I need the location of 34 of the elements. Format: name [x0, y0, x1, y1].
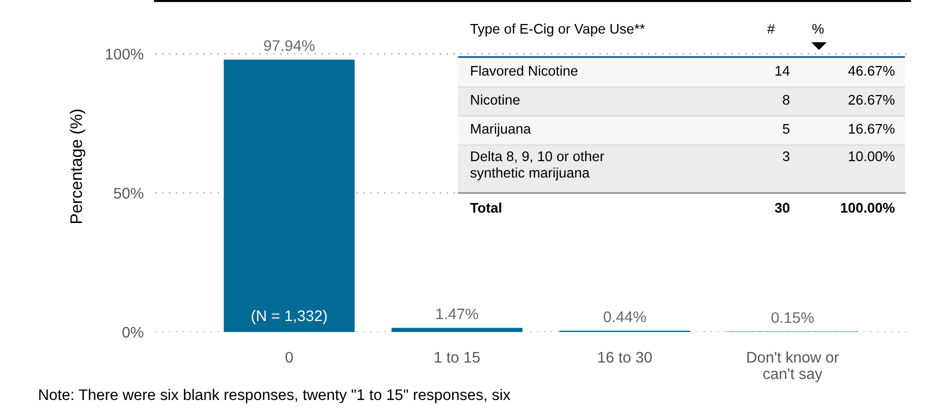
data-label: 97.94%	[264, 40, 315, 52]
x-tick-label: Don't know or can't say	[747, 351, 839, 382]
annotation: (N = 1,332)	[252, 310, 327, 324]
annotation: 46.67%	[848, 66, 895, 76]
data-label: 0.44%	[604, 311, 646, 322]
y-axis-title: Percentage (%)	[70, 110, 86, 224]
annotation: Delta 8, 9, 10 or other synthetic marijuana	[470, 151, 604, 180]
annotation: 10.00%	[848, 151, 895, 162]
annotation: Flavored Nicotine	[471, 66, 578, 76]
data-label: 0.15%	[771, 312, 814, 324]
annotation: #	[767, 24, 775, 34]
y-tick-label: 50%	[114, 188, 144, 199]
annotation: 26.67%	[848, 94, 895, 105]
x-tick-label: 16 to 30	[598, 352, 652, 363]
annotation: 16.67%	[848, 124, 895, 134]
bar	[392, 328, 522, 332]
annotation: 14	[776, 66, 790, 76]
bar	[224, 60, 355, 332]
annotation: Type of E-Cig or Vape Use**	[470, 24, 645, 36]
annotation: %	[812, 24, 824, 34]
text: Note: There were six blank responses, twenty "1 to 15" responses, six	[39, 388, 510, 404]
annotation: 8	[782, 94, 790, 105]
annotation: 5	[782, 124, 790, 134]
annotation: 3	[782, 151, 790, 162]
annotation: 30	[774, 202, 790, 213]
data-label: 1.47%	[436, 308, 478, 320]
annotation: 100.00%	[841, 202, 895, 213]
annotation: Marijuana	[471, 124, 531, 136]
y-tick-label: 100%	[106, 48, 144, 60]
y-tick-label: 0%	[122, 326, 144, 338]
annotation: Total	[470, 202, 502, 213]
annotation: Nicotine	[471, 94, 520, 105]
x-tick-label: 0	[286, 352, 293, 363]
x-tick-label: 1 to 15	[434, 352, 480, 363]
